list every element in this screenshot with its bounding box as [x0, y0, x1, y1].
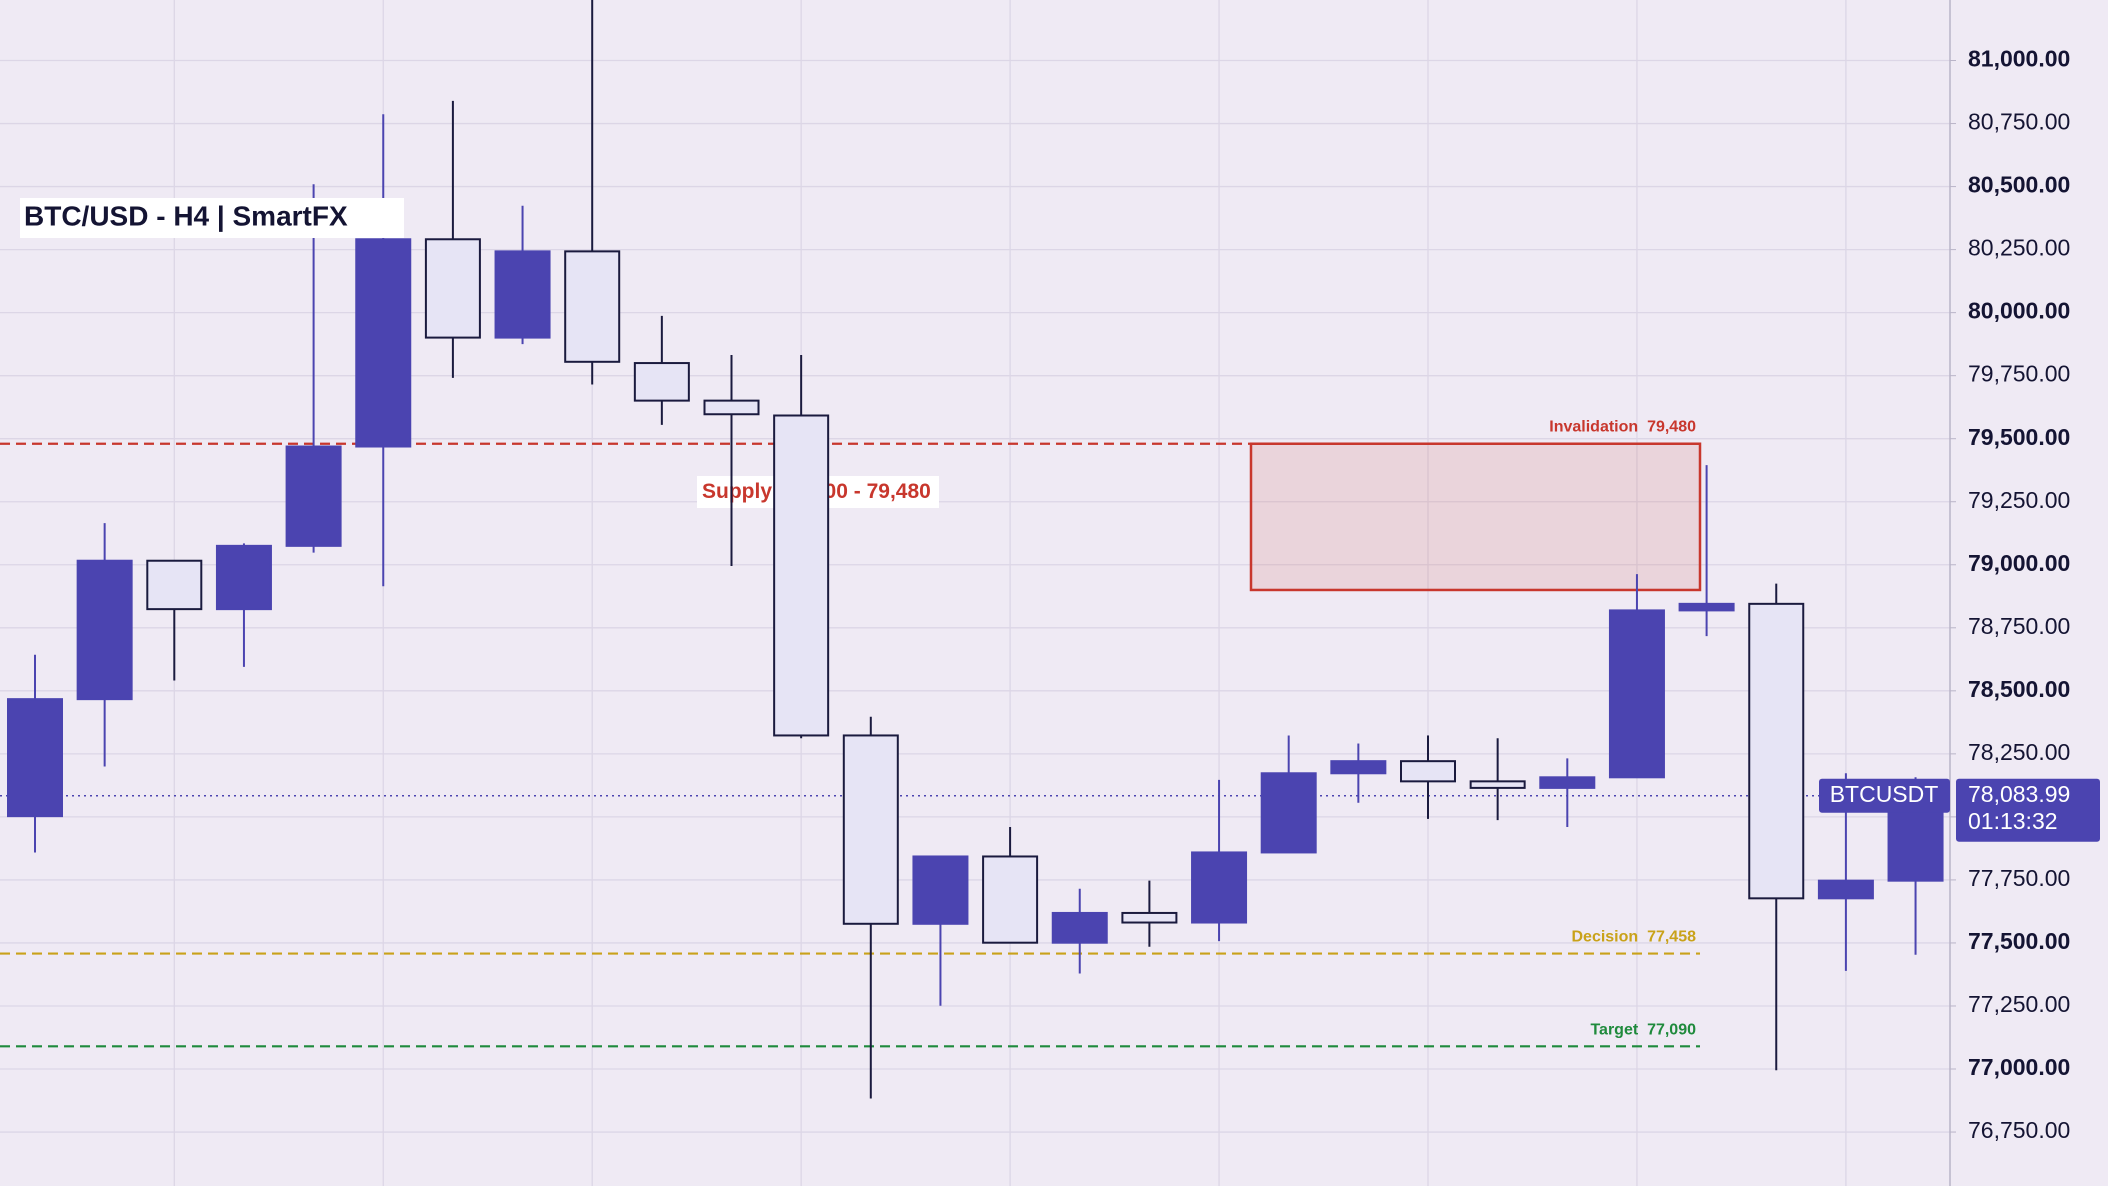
candle-body	[773, 414, 830, 737]
candle-body	[1191, 851, 1248, 924]
y-tick-label: 80,750.00	[1968, 109, 2070, 135]
y-tick-label: 76,750.00	[1968, 1117, 2070, 1143]
candle-body	[982, 855, 1039, 944]
candle-body	[1260, 772, 1317, 854]
candle-body	[703, 399, 760, 416]
candle-body	[1608, 609, 1665, 779]
y-tick-label: 79,000.00	[1968, 550, 2070, 576]
y-tick-label: 78,500.00	[1968, 676, 2070, 702]
y-tick-label: 79,250.00	[1968, 487, 2070, 513]
level-label: Invalidation 79,480	[1549, 419, 1696, 436]
candle-body	[1051, 911, 1108, 944]
y-tick-label: 77,500.00	[1968, 928, 2070, 954]
level-name: Decision	[1571, 929, 1638, 946]
candle-body	[1748, 602, 1805, 900]
candle-body	[1678, 602, 1735, 612]
level-name: Target	[1590, 1022, 1638, 1039]
level-label: Target 77,090	[1590, 1022, 1696, 1039]
candle-body	[76, 559, 133, 701]
level-name: Invalidation	[1549, 419, 1638, 436]
y-tick-label: 80,500.00	[1968, 172, 2070, 198]
level-value: 77,090	[1647, 1022, 1696, 1039]
y-tick-label: 79,750.00	[1968, 361, 2070, 387]
supply-zone	[1249, 442, 1702, 592]
title-box	[20, 198, 404, 238]
grid	[0, 0, 1950, 1186]
y-tick-label: 78,750.00	[1968, 613, 2070, 639]
candle-body	[285, 445, 342, 547]
candle-body	[494, 250, 551, 339]
level-value: 77,458	[1647, 929, 1696, 946]
y-tick-label: 78,250.00	[1968, 739, 2070, 765]
candle-body	[7, 698, 63, 818]
candle-body	[564, 250, 621, 363]
candle-body	[842, 734, 899, 925]
candle-body	[1400, 760, 1456, 783]
symbol-label: BTCUSDT	[1830, 781, 1939, 807]
candle-body	[215, 544, 272, 611]
y-tick-label: 81,000.00	[1968, 46, 2070, 72]
candle-body	[1121, 911, 1178, 924]
candles	[7, 0, 1944, 1099]
price-label: 78,083.99	[1968, 781, 2070, 807]
symbol-badge	[1819, 778, 1950, 813]
zone-name: Supply	[702, 480, 772, 503]
level-value: 79,480	[1647, 419, 1696, 436]
y-tick-label: 80,250.00	[1968, 235, 2070, 261]
candle-body	[1539, 776, 1596, 789]
price-axis: 76,750.00 77,000.00 77,250.00 77,500.00 77,7…	[1950, 46, 2070, 1143]
y-tick-label: 77,000.00	[1968, 1054, 2070, 1080]
candle-body	[424, 238, 481, 339]
candle-body	[355, 238, 412, 448]
y-tick-label: 77,750.00	[1968, 865, 2070, 891]
y-tick-label: 80,000.00	[1968, 298, 2070, 324]
countdown-label: 01:13:32	[1968, 808, 2058, 834]
candle-body	[633, 362, 690, 402]
candle-body	[1817, 879, 1874, 900]
level-label: Decision 77,458	[1571, 929, 1696, 946]
candle-body	[1330, 760, 1387, 775]
price-badge	[1956, 778, 2100, 842]
candle-body	[912, 855, 969, 925]
y-tick-label: 79,500.00	[1968, 424, 2070, 450]
candle-body	[1469, 780, 1526, 789]
chart-title: BTC/USD - H4 | SmartFX	[24, 200, 348, 231]
candle-body	[146, 559, 203, 611]
y-tick-label: 77,250.00	[1968, 991, 2070, 1017]
